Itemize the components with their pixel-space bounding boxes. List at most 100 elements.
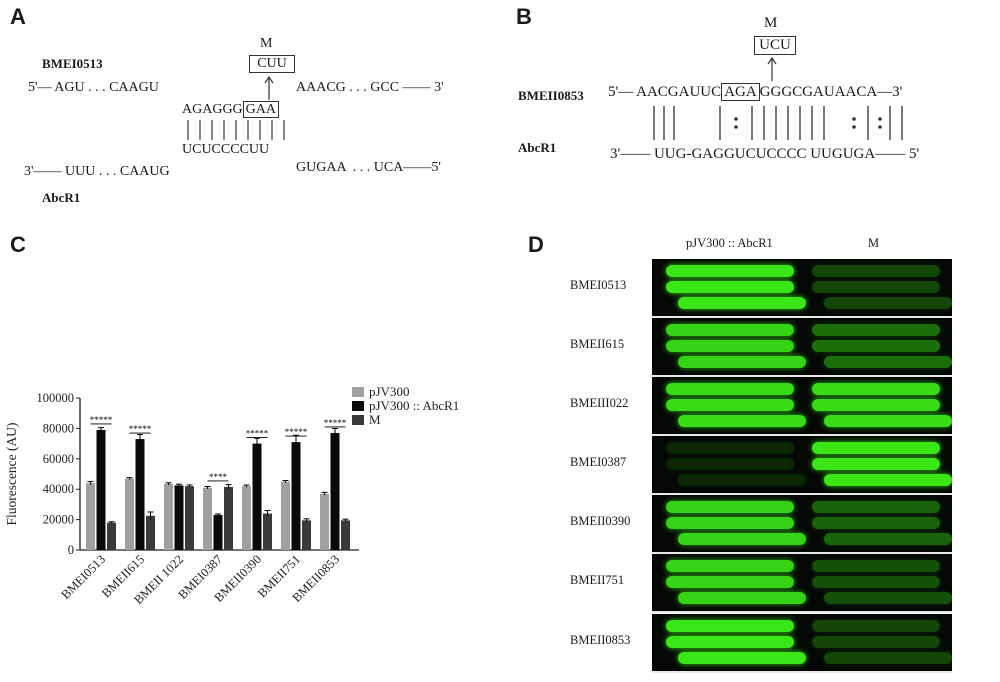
bar [291, 442, 301, 550]
y-tick-label: 40000 [43, 482, 74, 496]
mutation-arrow-b [767, 56, 777, 81]
bar [96, 429, 106, 550]
bacteria-streak [812, 458, 940, 470]
bacteria-streak [812, 281, 940, 293]
mutation-label-a: M [260, 36, 273, 51]
bar [224, 486, 233, 550]
target-prefix-b: 5'— [608, 84, 634, 100]
bacteria-streak [812, 560, 940, 572]
row-label: BMEII615 [570, 337, 625, 351]
pairing-top-a: AGAGGG GAA [182, 101, 280, 118]
legend-swatch [352, 401, 364, 411]
srna-bottom-left-a: 3'—— UUU . . . CAAUG [24, 164, 170, 179]
bacteria-streak [666, 442, 794, 454]
bacteria-streak [666, 501, 794, 513]
bacteria-streak [812, 383, 940, 395]
bacteria-streak [678, 533, 806, 545]
srna-name-a: AbcR1 [42, 190, 81, 205]
target-part3-b: GGGCGAUAACA [759, 84, 878, 100]
bacteria-streak [812, 620, 940, 632]
pairing-top-part1: AGAGGG [182, 102, 243, 117]
mutation-label-b: M [764, 15, 778, 31]
legend-swatch [352, 387, 364, 397]
target-suffix-b: —3' [877, 84, 903, 100]
row-label: BMEII751 [570, 573, 625, 587]
fluorescence-image-row [652, 377, 952, 436]
bacteria-streak [666, 324, 794, 336]
significance-stars: ***** [129, 424, 152, 434]
target-top-right-a: AAACG . . . GCC —— 3' [296, 80, 444, 95]
target-part1-b: AACGAUUC [636, 84, 722, 100]
bar [164, 483, 173, 550]
bacteria-streak [812, 636, 940, 648]
bacteria-streak [824, 652, 952, 664]
bar [302, 520, 311, 550]
row-label: BMEI0387 [570, 455, 627, 469]
base-pair-lines-b [653, 106, 903, 140]
bacteria-streak [678, 297, 806, 309]
bacteria-streak [678, 415, 806, 427]
mutation-seq-a: CUU [249, 55, 295, 73]
y-tick-label: 100000 [37, 391, 75, 405]
bar [341, 520, 350, 550]
category-label: BMEI0513 [58, 552, 108, 602]
bacteria-streak [678, 592, 806, 604]
bar [86, 483, 95, 550]
panel-letter-d: D [528, 232, 544, 257]
panel-letter-a: A [10, 4, 26, 29]
bacteria-streak [666, 340, 794, 352]
bar [281, 481, 290, 550]
row-label: BMEIII022 [570, 396, 629, 410]
fluorescence-bar-chart: Fluorescence (AU) 0 20000 40000 60000 80000 10… [4, 384, 459, 607]
significance-stars: ***** [90, 415, 113, 425]
target-top-left-a: 5'— AGU . . . CAAGU [28, 80, 159, 95]
row-label: BMEI0513 [570, 278, 627, 292]
fluorescence-image-row [652, 554, 952, 613]
srna-name-b: AbcR1 [518, 140, 557, 155]
bar [107, 522, 116, 550]
bacteria-streak [812, 324, 940, 336]
bar [320, 493, 329, 550]
bacteria-streak [812, 576, 940, 588]
bacteria-streak [666, 458, 794, 470]
bacteria-streak [812, 442, 940, 454]
bacteria-streak [666, 620, 794, 632]
bacteria-streak [666, 265, 794, 277]
bacteria-streak [666, 281, 794, 293]
bar [252, 443, 262, 550]
significance-stars: **** [209, 472, 228, 482]
fluorescence-image-row [652, 259, 952, 318]
bar [242, 486, 251, 550]
bacteria-streak [666, 517, 794, 529]
target-sequence-b: 5'— AACGAUUC AGA GGGCGAUAACA—3' [608, 83, 903, 101]
bacteria-streak [812, 265, 940, 277]
column-header-mutant: M [868, 236, 880, 250]
significance-stars: ***** [285, 427, 308, 437]
legend-label: M [369, 412, 381, 427]
legend-label: pJV300 :: AbcR1 [369, 398, 459, 413]
fluorescence-image-row [652, 318, 952, 377]
gene-name-a: BMEI0513 [42, 56, 103, 71]
bacteria-streak [678, 474, 806, 486]
bar [213, 515, 223, 550]
bacteria-streak [824, 533, 952, 545]
bar [203, 487, 212, 550]
bar [146, 515, 155, 550]
row-label: BMEII0390 [570, 514, 631, 528]
significance-stars: ***** [324, 418, 347, 428]
panel-letter-b: B [516, 4, 532, 29]
bar [185, 486, 194, 550]
bacteria-streak [812, 501, 940, 513]
row-label: BMEII0853 [570, 633, 631, 647]
bacteria-streak [824, 297, 952, 309]
bacteria-streak [812, 517, 940, 529]
y-tick-label: 20000 [43, 513, 74, 527]
y-tick-label: 60000 [43, 452, 74, 466]
bar [125, 478, 134, 550]
y-tick-label: 80000 [43, 421, 74, 435]
bacteria-streak [666, 560, 794, 572]
y-axis-label: Fluorescence (AU) [4, 422, 19, 525]
bacteria-streak [824, 474, 952, 486]
column-header-plasmid: pJV300 :: AbcR1 [686, 236, 773, 250]
base-pair-lines-a [187, 120, 285, 140]
